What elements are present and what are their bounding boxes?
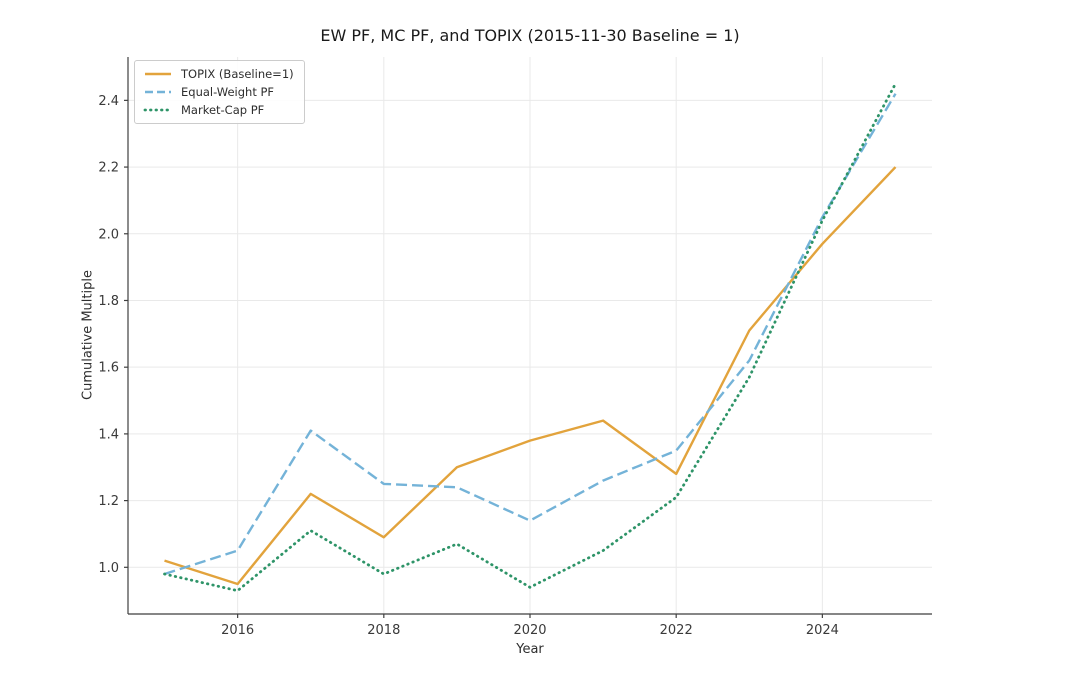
legend-line-swatch: [145, 90, 171, 94]
legend-label: Equal-Weight PF: [181, 85, 275, 99]
axis-ticks: 1.0 1.2 1.4 1.6 1.8 2.0 2.2 2.4 2016 2018 2020 2022…: [98, 94, 839, 638]
legend-item: TOPIX (Baseline=1): [143, 67, 294, 81]
y-tick-label: 1.4: [98, 427, 119, 442]
x-axis-label: Year: [516, 642, 544, 657]
legend-item: Equal-Weight PF: [143, 85, 294, 99]
y-tick-label: 2.2: [98, 161, 119, 176]
legend: TOPIX (Baseline=1) Equal-Weight PF Market-…: [134, 60, 305, 124]
legend-line-swatch: [145, 72, 171, 76]
chart-title: EW PF, MC PF, and TOPIX (2015-11-30 Base…: [320, 26, 740, 45]
y-tick-label: 1.6: [98, 361, 119, 376]
y-tick-label: 2.0: [98, 227, 119, 242]
y-tick-label: 1.2: [98, 494, 119, 509]
y-tick-label: 1.8: [98, 294, 119, 309]
gridlines: [128, 57, 932, 614]
x-tick-label: 2020: [513, 623, 546, 638]
legend-label: Market-Cap PF: [181, 103, 265, 117]
series-line-dashed: [164, 93, 897, 576]
series-line-solid: [164, 166, 897, 586]
legend-label: TOPIX (Baseline=1): [181, 67, 294, 81]
legend-line-swatch: [143, 108, 173, 112]
y-tick-label: 1.0: [98, 561, 119, 576]
x-tick-label: 2018: [367, 623, 400, 638]
legend-item: Market-Cap PF: [143, 103, 294, 117]
y-tick-label: 2.4: [98, 94, 119, 109]
x-tick-label: 2024: [806, 623, 839, 638]
x-tick-label: 2016: [221, 623, 254, 638]
x-tick-label: 2022: [660, 623, 693, 638]
series-line-dotted: [163, 82, 897, 593]
